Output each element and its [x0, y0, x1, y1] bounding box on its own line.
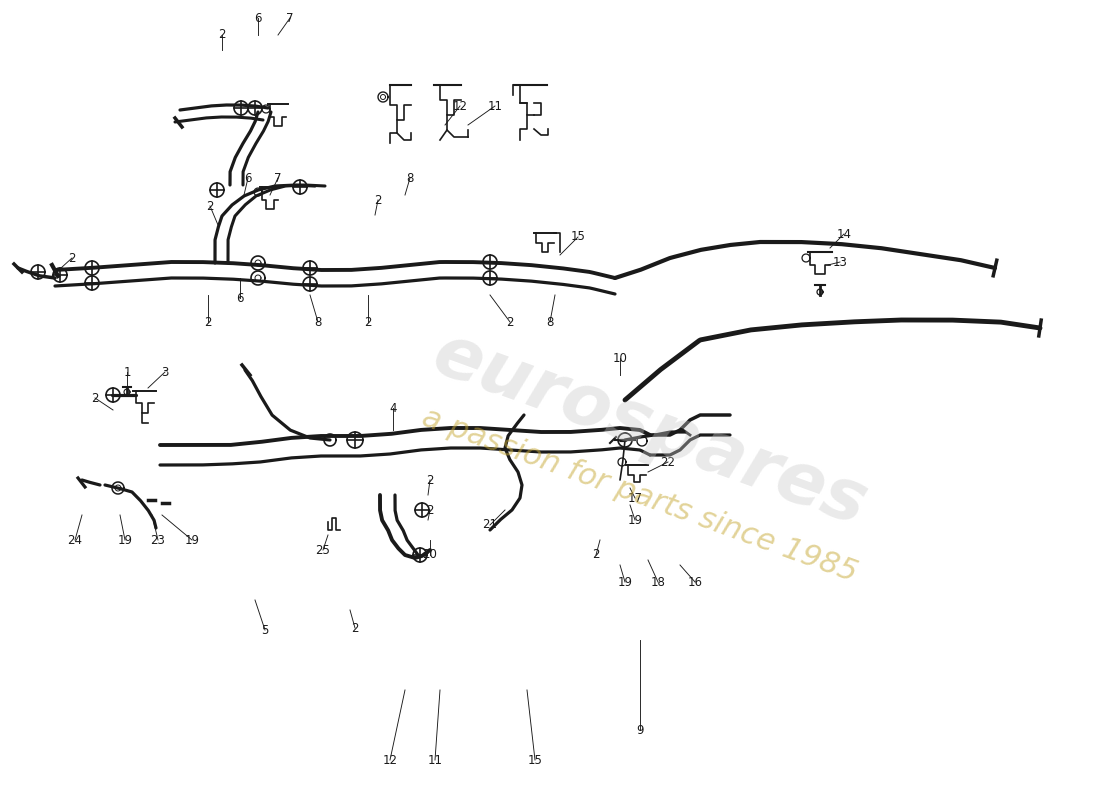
Text: 3: 3 [162, 366, 168, 378]
Text: 22: 22 [660, 455, 675, 469]
Text: 19: 19 [627, 514, 642, 526]
Text: 19: 19 [118, 534, 132, 546]
Text: 23: 23 [151, 534, 165, 546]
Text: 17: 17 [627, 491, 642, 505]
Text: 2: 2 [427, 474, 433, 486]
Text: 13: 13 [833, 255, 847, 269]
Text: 2: 2 [351, 622, 359, 634]
Text: 16: 16 [688, 575, 703, 589]
Text: 19: 19 [185, 534, 199, 546]
Text: 2: 2 [506, 315, 514, 329]
Text: 2: 2 [91, 391, 99, 405]
Text: 8: 8 [406, 171, 414, 185]
Text: 2: 2 [68, 251, 76, 265]
Text: 20: 20 [422, 549, 438, 562]
Text: eurospares: eurospares [424, 319, 877, 541]
Text: 4: 4 [389, 402, 397, 414]
Text: 5: 5 [262, 623, 268, 637]
Text: 6: 6 [254, 11, 262, 25]
Text: 24: 24 [67, 534, 82, 546]
Text: a passion for parts since 1985: a passion for parts since 1985 [418, 402, 861, 587]
Text: 8: 8 [315, 315, 321, 329]
Text: 19: 19 [617, 575, 632, 589]
Text: 7: 7 [274, 171, 282, 185]
Text: 2: 2 [427, 503, 433, 517]
Text: 6: 6 [236, 291, 244, 305]
Text: 1: 1 [123, 366, 131, 378]
Text: 10: 10 [613, 351, 627, 365]
Text: 2: 2 [218, 29, 226, 42]
Text: 12: 12 [452, 99, 468, 113]
Text: 15: 15 [571, 230, 585, 243]
Text: 2: 2 [205, 315, 211, 329]
Text: 21: 21 [483, 518, 497, 531]
Text: 8: 8 [547, 315, 553, 329]
Text: 25: 25 [316, 543, 330, 557]
Text: 6: 6 [244, 171, 252, 185]
Text: 2: 2 [364, 315, 372, 329]
Text: 2: 2 [374, 194, 382, 206]
Text: 9: 9 [636, 723, 644, 737]
Text: 14: 14 [836, 227, 851, 241]
Text: 11: 11 [428, 754, 442, 766]
Text: 18: 18 [650, 575, 666, 589]
Text: 15: 15 [528, 754, 542, 766]
Text: 7: 7 [286, 11, 294, 25]
Text: 11: 11 [487, 99, 503, 113]
Text: 12: 12 [383, 754, 397, 766]
Text: 2: 2 [207, 199, 213, 213]
Text: 2: 2 [592, 549, 600, 562]
